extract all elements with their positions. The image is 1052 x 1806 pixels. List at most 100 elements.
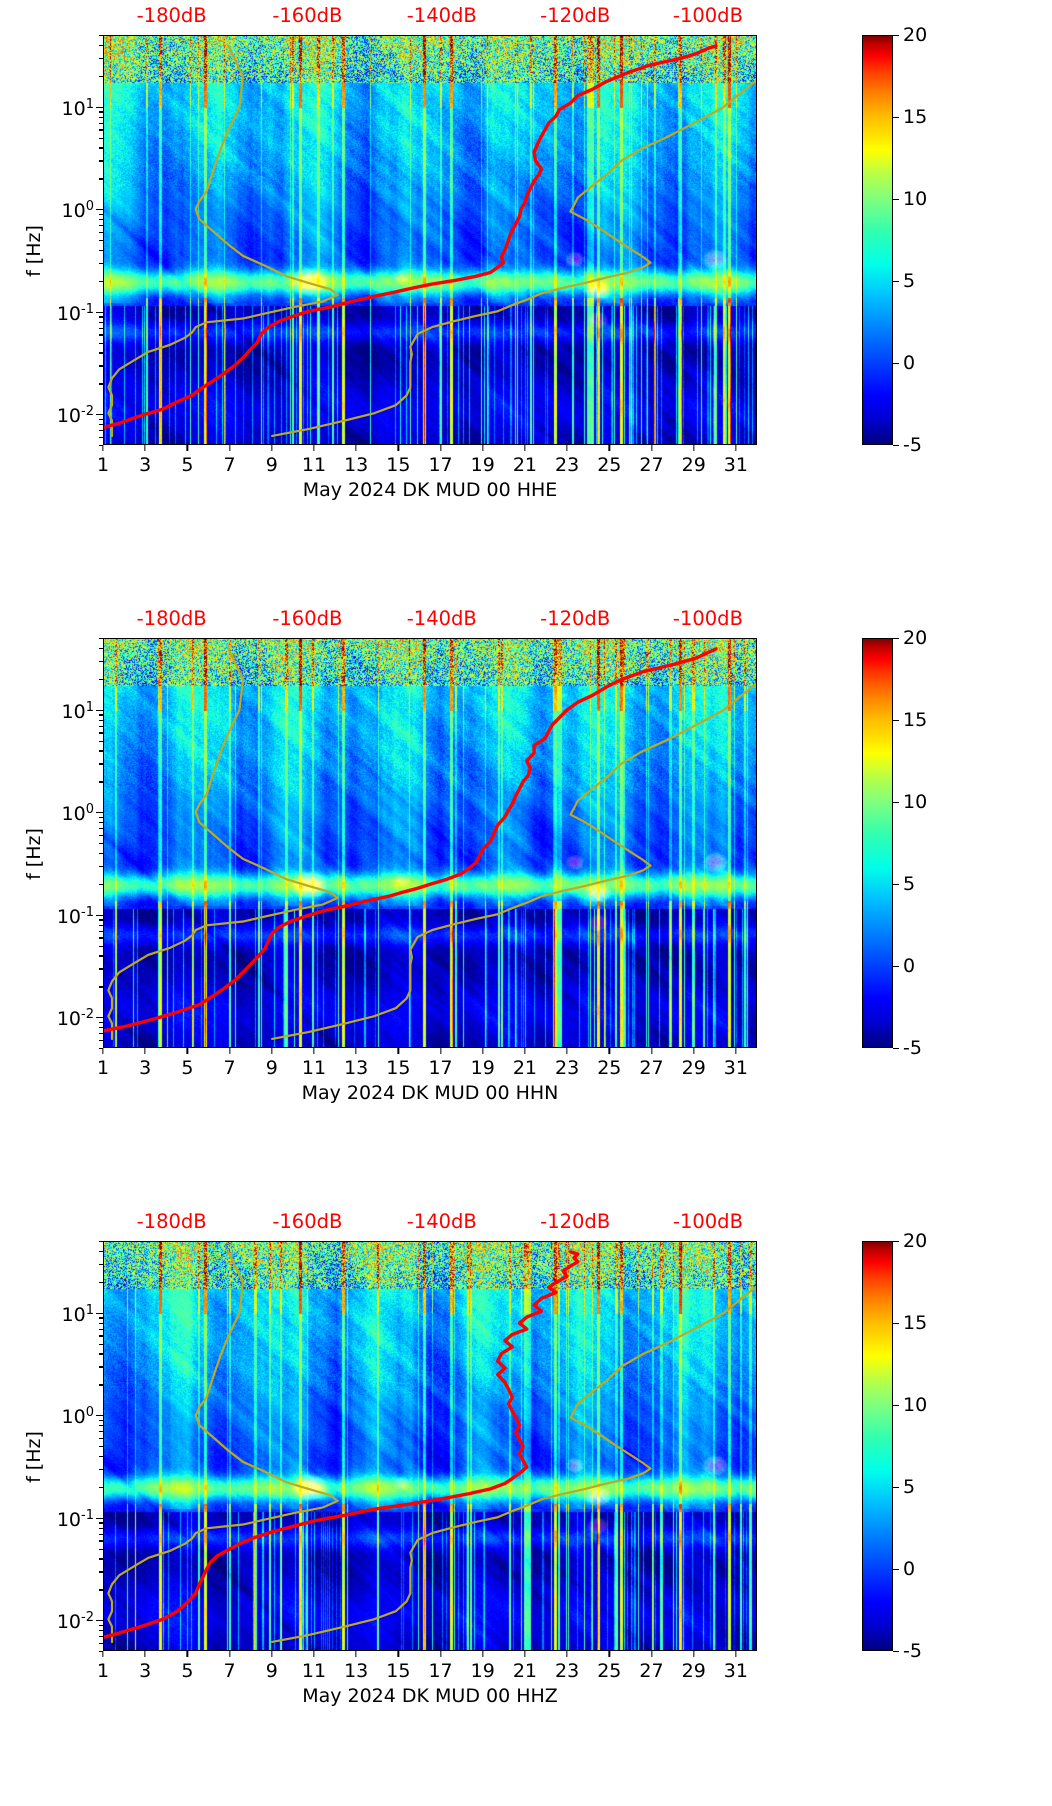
mean-psd-curve [104,44,718,430]
y-axis-tick [99,1343,103,1345]
colorbar-tick-label: -5 [903,1640,922,1662]
top-db-label: -120dB [540,4,611,27]
x-axis-tick-label: 5 [181,1660,194,1682]
y-axis-tick [99,1651,103,1653]
spectrogram-plot-area[interactable] [103,1241,757,1651]
y-axis-tick [99,116,103,118]
y-axis-tick [99,678,103,681]
y-axis-tick [99,111,103,113]
x-axis-tick-label: 29 [681,1660,706,1682]
colorbar-tick [893,1569,899,1571]
y-axis-tick [99,1533,103,1535]
y-axis-tick [99,75,103,78]
y-axis-tick-label: 100 [61,1404,94,1429]
y-axis-tick [99,225,103,227]
x-axis-tick [566,445,568,451]
x-axis-tick [608,1651,610,1657]
x-axis-tick-label: 15 [386,1660,411,1682]
y-axis-tick [99,160,103,162]
y-axis-tick [96,1017,103,1019]
y-axis-tick [99,1571,103,1573]
x-axis-tick-label: 11 [301,1660,327,1682]
y-axis-tick [99,781,103,783]
x-axis-title: May 2024 DK MUD 00 HHE [302,479,558,501]
x-axis-tick [271,445,273,451]
colorbar-tick-label: 0 [903,1558,916,1580]
y-axis-tick [99,986,103,988]
top-db-label: -160dB [272,1210,343,1233]
x-axis-tick-label: 1 [96,1057,110,1079]
y-axis-tick [99,647,103,650]
x-axis-tick [439,1048,442,1054]
nhnm-noise-model-curve [270,682,756,1041]
y-axis-tick [99,147,103,149]
x-axis-tick [355,1651,357,1657]
top-db-label: -180dB [136,607,207,630]
x-axis-tick-label: 17 [428,454,453,476]
top-db-axis: -180dB -160dB -140dB -120dB -100dB [103,607,757,635]
colorbar-tick [893,363,899,365]
x-axis-tick-label: 19 [470,454,495,476]
x-axis-tick-label: 25 [597,1057,622,1079]
y-axis-tick [99,1630,103,1632]
colorbar-ticks: 20 15 10 5 0 -5 [893,1231,953,1661]
colorbar-tick-label: 10 [903,791,928,813]
top-db-label: -100dB [672,4,743,27]
y-axis-tick [99,1241,103,1243]
x-axis-tick [102,1048,104,1054]
y-axis-tick [99,280,103,283]
x-axis-tick-label: 9 [265,1660,278,1682]
x-axis-tick-label: 13 [344,1660,369,1682]
y-axis-tick [99,1335,103,1337]
colorbar-tick [893,1405,899,1407]
x-axis-tick [186,445,189,451]
top-db-label: -140dB [406,4,477,27]
x-axis-ticks: 1 3 5 7 9 11 13 15 17 19 21 23 25 27 29 31 [97,445,757,479]
x-axis-tick [313,1651,315,1657]
mean-psd-curve [104,647,718,1033]
spectrogram-image [104,36,756,444]
colorbar-tick [893,35,899,37]
y-axis-tick [99,822,103,824]
x-axis-tick-label: 25 [597,454,622,476]
colorbar-tick-label: 20 [903,627,928,649]
x-axis-tick-label: 19 [470,1660,495,1682]
x-axis-tick-label: 11 [301,454,327,476]
x-axis-tick-label: 1 [96,454,110,476]
y-axis-tick-label: 10-2 [56,403,94,428]
y-axis-tick [99,122,103,124]
x-axis-tick-label: 5 [181,454,194,476]
spectrogram-plot-area[interactable] [103,35,757,445]
y-axis-tick [99,1048,103,1050]
nhnm-noise-model-curve [270,79,756,438]
colorbar-tick-label: 5 [903,1476,916,1498]
y-axis-ticks [96,35,103,447]
colorbar-tick [893,199,899,201]
x-axis-tick [650,1651,653,1657]
y-axis-tick [99,968,103,970]
y-axis-tick [99,1384,103,1386]
x-axis-ticks: 1 3 5 7 9 11 13 15 17 19 21 23 25 27 29 31 [97,1651,757,1685]
x-axis-tick [313,1048,315,1054]
x-axis-tick-label: 13 [344,1057,369,1079]
y-axis-tick [99,1039,103,1042]
x-axis-tick [102,445,104,451]
y-axis-tick [99,1486,103,1489]
y-axis-tick [99,883,103,886]
colorbar-tick-label: 0 [903,352,916,374]
y-axis-tick [99,1548,103,1550]
colorbar-tick-label: -5 [903,1037,922,1059]
y-axis-tick [99,342,103,344]
x-axis-tick [735,1651,737,1657]
y-axis-tick [99,1027,103,1029]
spectrogram-plot-area[interactable] [103,638,757,1048]
colorbar-tick [893,1048,899,1050]
y-axis-tick [99,1328,103,1330]
y-axis-tick [99,365,103,367]
top-db-label: -180dB [136,1210,207,1233]
x-axis-tick-label: 1 [96,1660,110,1682]
y-axis-tick [99,1642,103,1645]
x-axis-tick-label: 15 [386,1057,411,1079]
colorbar-tick [893,638,899,640]
y-axis-tick-label: 10-1 [56,904,94,928]
